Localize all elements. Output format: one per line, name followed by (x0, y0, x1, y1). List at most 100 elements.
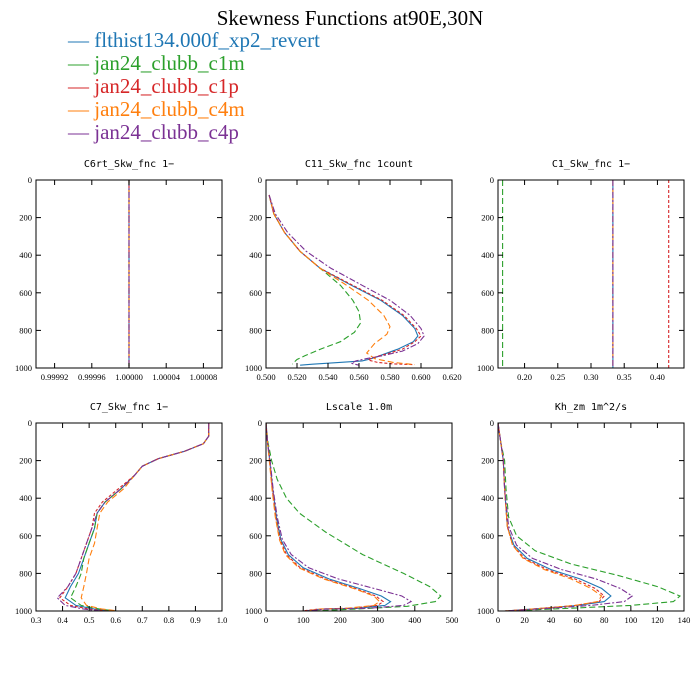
series-line (80, 423, 210, 611)
y-tick-label: 600 (19, 288, 32, 298)
x-tick-label: 0.30 (584, 372, 599, 382)
figure-title: Skewness Functions at90E,30N (216, 6, 484, 30)
y-tick-label: 0 (258, 418, 262, 428)
x-tick-label: 0.3 (31, 615, 42, 625)
y-tick-label: 800 (19, 325, 32, 335)
y-tick-label: 400 (249, 250, 262, 260)
series-line (56, 423, 210, 611)
plot-frame (497, 422, 685, 612)
x-tick-label: 0.6 (110, 615, 121, 625)
y-tick-label: 600 (249, 288, 262, 298)
y-tick-label: 0 (28, 175, 32, 185)
plot-frame (497, 179, 685, 369)
x-tick-label: 0.600 (411, 372, 430, 382)
series-line (59, 423, 210, 611)
chart-panel-2: C11_Skw_fnc 1count 0 200 400 600 800 10000.500… (245, 159, 462, 382)
y-tick-label: 0 (490, 418, 494, 428)
x-tick-label: 0.500 (256, 372, 275, 382)
chart-panel-3: C1_Skw_fnc 1− 0 200 400 600 800 1000 0.20 0.25 0.… (477, 159, 685, 382)
y-tick-label: 800 (481, 568, 494, 578)
x-tick-label: 100 (624, 615, 637, 625)
series-line (266, 423, 392, 611)
x-tick-label: 500 (446, 615, 459, 625)
x-tick-label: 0.620 (442, 372, 461, 382)
chart-title: C7_Skw_fnc 1− (90, 402, 168, 413)
series-line (498, 423, 634, 611)
y-tick-label: 1000 (245, 606, 262, 616)
x-tick-label: 120 (651, 615, 664, 625)
y-tick-label: 400 (19, 493, 32, 503)
x-tick-label: 0.9 (190, 615, 201, 625)
legend-item: — jan24_clubb_c4m (68, 97, 245, 121)
y-tick-label: 600 (481, 288, 494, 298)
y-tick-label: 800 (481, 325, 494, 335)
y-tick-label: 600 (249, 531, 262, 541)
plot-frame (35, 422, 223, 612)
series-line (266, 423, 442, 611)
x-tick-label: 1.00000 (115, 372, 143, 382)
chart-title: C6rt_Skw_fnc 1− (84, 159, 174, 170)
x-tick-label: 20 (520, 615, 529, 625)
legend-item: — jan24_clubb_c4p (68, 120, 239, 144)
y-tick-label: 200 (481, 456, 494, 466)
x-tick-label: 0.25 (550, 372, 565, 382)
series-line (268, 194, 425, 366)
y-tick-label: 0 (28, 418, 32, 428)
legend-item: — jan24_clubb_c1m (68, 51, 245, 75)
y-tick-label: 1000 (245, 363, 262, 373)
x-tick-label: 400 (408, 615, 421, 625)
y-tick-label: 400 (249, 493, 262, 503)
x-tick-label: 0.4 (57, 615, 68, 625)
series-group (56, 423, 210, 611)
x-tick-label: 0.99992 (41, 372, 69, 382)
x-tick-label: 1.00004 (152, 372, 180, 382)
y-tick-label: 1000 (15, 606, 32, 616)
series-line (498, 423, 612, 611)
series-line (266, 423, 385, 611)
y-tick-label: 800 (249, 325, 262, 335)
x-tick-label: 0.7 (137, 615, 148, 625)
y-tick-label: 400 (19, 250, 32, 260)
plot-frame (265, 422, 453, 612)
y-tick-label: 200 (19, 456, 32, 466)
x-tick-label: 200 (334, 615, 347, 625)
x-tick-label: 0 (264, 615, 268, 625)
x-tick-label: 0.560 (349, 372, 368, 382)
x-tick-label: 0.540 (318, 372, 337, 382)
chart-title: C1_Skw_fnc 1− (552, 159, 630, 170)
y-tick-label: 800 (19, 568, 32, 578)
series-line (266, 423, 381, 611)
x-tick-label: 1.0 (217, 615, 228, 625)
series-line (268, 194, 415, 366)
y-tick-label: 400 (481, 250, 494, 260)
series-line (64, 423, 210, 611)
chart-title: Lscale 1.0m (326, 402, 392, 413)
series-line (498, 423, 682, 611)
x-tick-label: 100 (297, 615, 310, 625)
x-tick-label: 0 (496, 615, 500, 625)
y-tick-label: 600 (19, 531, 32, 541)
x-tick-label: 140 (678, 615, 691, 625)
legend: — flthist134.000f_xp2_revert — jan24_club… (68, 29, 320, 144)
x-tick-label: 0.35 (617, 372, 632, 382)
series-group (498, 423, 682, 611)
x-tick-label: 300 (371, 615, 384, 625)
x-tick-label: 0.20 (517, 372, 532, 382)
y-tick-label: 800 (249, 568, 262, 578)
x-tick-label: 0.580 (380, 372, 399, 382)
y-tick-label: 1000 (477, 363, 494, 373)
legend-item: — flthist134.000f_xp2_revert (68, 28, 320, 52)
y-tick-label: 0 (258, 175, 262, 185)
y-tick-label: 200 (249, 456, 262, 466)
y-tick-label: 200 (19, 213, 32, 223)
y-tick-label: 1000 (477, 606, 494, 616)
series-line (268, 194, 362, 365)
series-line (69, 423, 210, 611)
series-group (268, 194, 425, 366)
plot-frame (265, 179, 453, 369)
y-tick-label: 200 (481, 213, 494, 223)
x-tick-label: 1.00008 (190, 372, 218, 382)
